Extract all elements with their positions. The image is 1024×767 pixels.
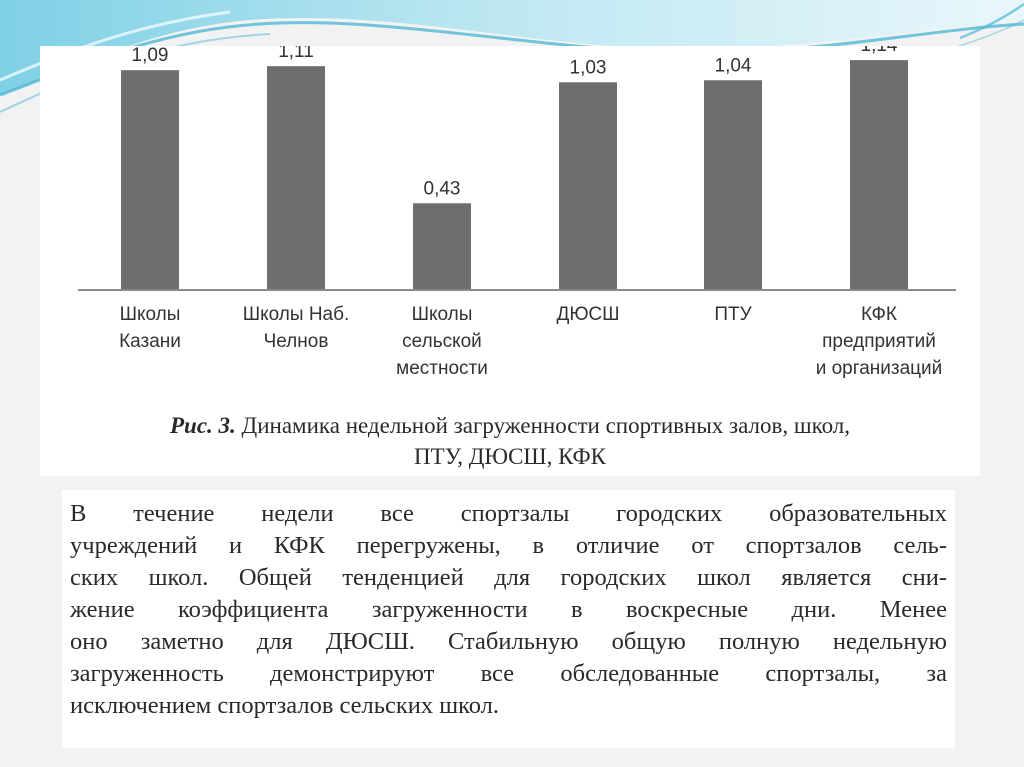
bar xyxy=(559,82,617,291)
body-paragraph: В течение недели все спортзалы городских… xyxy=(70,498,947,722)
bar-value-label: 1,14 xyxy=(861,46,898,56)
text-panel: В течение недели все спортзалы городских… xyxy=(62,490,955,748)
bar xyxy=(704,80,762,290)
category-label: Челнов xyxy=(264,331,329,352)
bar-value-label: 0,43 xyxy=(424,178,461,199)
bar-chart: 1,09 Школы Казани 1,11 Школы Наб. Челнов 0,43 Ш… xyxy=(78,46,956,379)
bar-value-label: 1,09 xyxy=(132,46,169,66)
category-label: Школы Наб. xyxy=(243,304,350,325)
chart-panel: 1,09 Школы Казани 1,11 Школы Наб. Челнов 0,43 Ш… xyxy=(40,46,980,476)
bar xyxy=(413,203,471,290)
caption-line-1: Динамика недельной загруженности спортив… xyxy=(235,413,851,438)
body-line: жение коэффициента загруженности в воскр… xyxy=(70,596,947,623)
bar xyxy=(267,66,325,291)
body-line: исключением спортзалов сельских школ. xyxy=(70,692,500,719)
body-line: оно заметно для ДЮСШ. Стабильную общую п… xyxy=(70,628,947,655)
category-label: и организаций xyxy=(816,358,943,379)
category-label: сельской xyxy=(402,331,482,352)
category-label: Школы xyxy=(412,304,473,325)
category-label: Казани xyxy=(119,331,181,352)
body-line: ских школ. Общей тенденцией для городски… xyxy=(70,564,947,591)
category-label: КФК xyxy=(861,304,897,325)
body-line: В течение недели все спортзалы городских… xyxy=(70,500,947,527)
category-label: ДЮСШ xyxy=(557,304,620,325)
caption-line-2: ПТУ, ДЮСШ, КФК xyxy=(414,444,606,469)
bar-value-label: 1,11 xyxy=(278,46,314,62)
category-label: ПТУ xyxy=(714,304,752,325)
figure-caption: Рис. 3. Динамика недельной загруженности… xyxy=(50,410,970,472)
bar-value-label: 1,04 xyxy=(715,55,752,76)
bar-value-label: 1,03 xyxy=(570,57,607,78)
category-label: Школы xyxy=(120,304,181,325)
category-label: предприятий xyxy=(822,331,936,352)
body-line: загруженность демонстрируют все обследов… xyxy=(70,660,947,687)
bar xyxy=(121,70,179,290)
figure-label: Рис. 3. xyxy=(169,413,236,438)
bar xyxy=(850,60,908,290)
body-line: учреждений и КФК перегружены, в отличие … xyxy=(70,532,947,559)
category-label: местности xyxy=(396,358,488,379)
